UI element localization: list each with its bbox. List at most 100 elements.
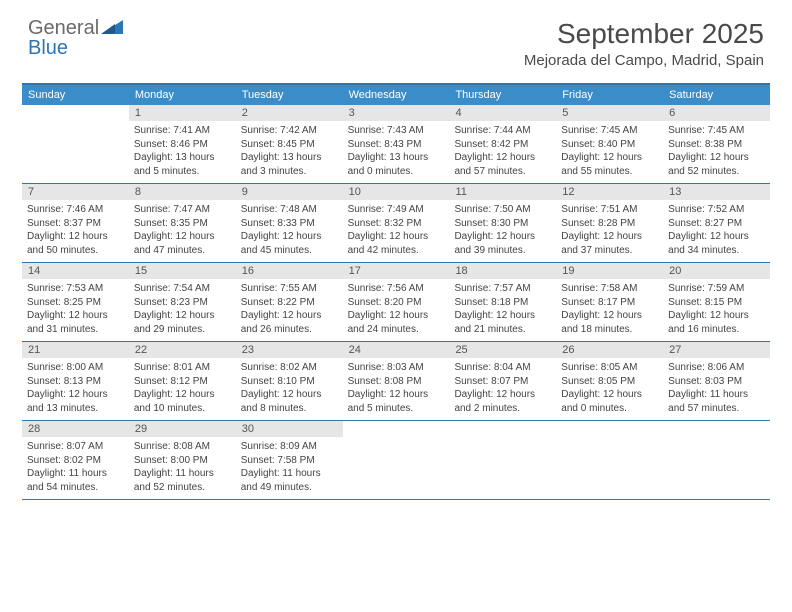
day-body: Sunrise: 7:45 AMSunset: 8:40 PMDaylight:… — [556, 121, 663, 182]
sunset-text: Sunset: 8:45 PM — [241, 138, 338, 152]
brand-logo: General Blue — [28, 18, 123, 58]
title-block: September 2025 Mejorada del Campo, Madri… — [524, 18, 764, 69]
brand-name-part1: General — [28, 17, 99, 39]
day-cell: 30Sunrise: 8:09 AMSunset: 7:58 PMDayligh… — [236, 421, 343, 499]
sunrise-text: Sunrise: 8:05 AM — [561, 361, 658, 375]
daylight-text: Daylight: 12 hours and 42 minutes. — [348, 230, 445, 257]
daylight-text: Daylight: 12 hours and 16 minutes. — [668, 309, 765, 336]
day-cell: 11Sunrise: 7:50 AMSunset: 8:30 PMDayligh… — [449, 184, 556, 262]
brand-name: General Blue — [28, 18, 123, 58]
day-cell — [449, 421, 556, 499]
daylight-text: Daylight: 12 hours and 0 minutes. — [561, 388, 658, 415]
daylight-text: Daylight: 12 hours and 5 minutes. — [348, 388, 445, 415]
day-number: 5 — [556, 105, 663, 121]
brand-name-part2: Blue — [28, 37, 68, 59]
day-body: Sunrise: 7:46 AMSunset: 8:37 PMDaylight:… — [22, 200, 129, 261]
daylight-text: Daylight: 12 hours and 34 minutes. — [668, 230, 765, 257]
sunrise-text: Sunrise: 7:44 AM — [454, 124, 551, 138]
day-number: 23 — [236, 342, 343, 358]
header: General Blue September 2025 Mejorada del… — [0, 0, 792, 75]
daylight-text: Daylight: 13 hours and 3 minutes. — [241, 151, 338, 178]
day-cell — [343, 421, 450, 499]
week-row: 28Sunrise: 8:07 AMSunset: 8:02 PMDayligh… — [22, 421, 770, 500]
day-body: Sunrise: 8:06 AMSunset: 8:03 PMDaylight:… — [663, 358, 770, 419]
day-number: 28 — [22, 421, 129, 437]
day-number: 27 — [663, 342, 770, 358]
day-cell: 26Sunrise: 8:05 AMSunset: 8:05 PMDayligh… — [556, 342, 663, 420]
sunrise-text: Sunrise: 8:09 AM — [241, 440, 338, 454]
day-number: 12 — [556, 184, 663, 200]
brand-triangle-icon — [101, 18, 123, 38]
week-row: 7Sunrise: 7:46 AMSunset: 8:37 PMDaylight… — [22, 184, 770, 263]
sunset-text: Sunset: 8:18 PM — [454, 296, 551, 310]
sunrise-text: Sunrise: 7:43 AM — [348, 124, 445, 138]
day-body: Sunrise: 7:48 AMSunset: 8:33 PMDaylight:… — [236, 200, 343, 261]
sunrise-text: Sunrise: 7:56 AM — [348, 282, 445, 296]
day-body: Sunrise: 7:52 AMSunset: 8:27 PMDaylight:… — [663, 200, 770, 261]
daylight-text: Daylight: 12 hours and 37 minutes. — [561, 230, 658, 257]
day-cell: 20Sunrise: 7:59 AMSunset: 8:15 PMDayligh… — [663, 263, 770, 341]
day-body: Sunrise: 7:47 AMSunset: 8:35 PMDaylight:… — [129, 200, 236, 261]
daylight-text: Daylight: 12 hours and 8 minutes. — [241, 388, 338, 415]
day-number: 10 — [343, 184, 450, 200]
daylight-text: Daylight: 12 hours and 24 minutes. — [348, 309, 445, 336]
day-body: Sunrise: 7:57 AMSunset: 8:18 PMDaylight:… — [449, 279, 556, 340]
day-body: Sunrise: 7:45 AMSunset: 8:38 PMDaylight:… — [663, 121, 770, 182]
day-cell: 21Sunrise: 8:00 AMSunset: 8:13 PMDayligh… — [22, 342, 129, 420]
day-number: 6 — [663, 105, 770, 121]
day-cell: 7Sunrise: 7:46 AMSunset: 8:37 PMDaylight… — [22, 184, 129, 262]
sunrise-text: Sunrise: 8:02 AM — [241, 361, 338, 375]
sunrise-text: Sunrise: 7:53 AM — [27, 282, 124, 296]
sunset-text: Sunset: 8:07 PM — [454, 375, 551, 389]
sunset-text: Sunset: 8:40 PM — [561, 138, 658, 152]
day-number: 25 — [449, 342, 556, 358]
day-body: Sunrise: 8:00 AMSunset: 8:13 PMDaylight:… — [22, 358, 129, 419]
sunset-text: Sunset: 8:02 PM — [27, 454, 124, 468]
day-body: Sunrise: 7:53 AMSunset: 8:25 PMDaylight:… — [22, 279, 129, 340]
sunrise-text: Sunrise: 7:41 AM — [134, 124, 231, 138]
daylight-text: Daylight: 12 hours and 45 minutes. — [241, 230, 338, 257]
sunrise-text: Sunrise: 8:06 AM — [668, 361, 765, 375]
day-number: 13 — [663, 184, 770, 200]
day-number: 19 — [556, 263, 663, 279]
day-body: Sunrise: 7:59 AMSunset: 8:15 PMDaylight:… — [663, 279, 770, 340]
day-body: Sunrise: 7:56 AMSunset: 8:20 PMDaylight:… — [343, 279, 450, 340]
sunrise-text: Sunrise: 7:52 AM — [668, 203, 765, 217]
day-number: 16 — [236, 263, 343, 279]
day-cell: 13Sunrise: 7:52 AMSunset: 8:27 PMDayligh… — [663, 184, 770, 262]
sunset-text: Sunset: 8:28 PM — [561, 217, 658, 231]
sunset-text: Sunset: 8:42 PM — [454, 138, 551, 152]
weekday-header: Wednesday — [343, 85, 450, 105]
sunset-text: Sunset: 8:15 PM — [668, 296, 765, 310]
sunset-text: Sunset: 8:33 PM — [241, 217, 338, 231]
day-cell — [556, 421, 663, 499]
sunset-text: Sunset: 8:05 PM — [561, 375, 658, 389]
day-number: 26 — [556, 342, 663, 358]
daylight-text: Daylight: 12 hours and 10 minutes. — [134, 388, 231, 415]
day-number — [449, 421, 556, 425]
day-cell: 22Sunrise: 8:01 AMSunset: 8:12 PMDayligh… — [129, 342, 236, 420]
sunset-text: Sunset: 7:58 PM — [241, 454, 338, 468]
sunset-text: Sunset: 8:08 PM — [348, 375, 445, 389]
day-body: Sunrise: 8:05 AMSunset: 8:05 PMDaylight:… — [556, 358, 663, 419]
day-cell: 24Sunrise: 8:03 AMSunset: 8:08 PMDayligh… — [343, 342, 450, 420]
day-number: 20 — [663, 263, 770, 279]
day-number: 21 — [22, 342, 129, 358]
sunset-text: Sunset: 8:27 PM — [668, 217, 765, 231]
sunrise-text: Sunrise: 7:58 AM — [561, 282, 658, 296]
month-title: September 2025 — [524, 18, 764, 50]
daylight-text: Daylight: 12 hours and 55 minutes. — [561, 151, 658, 178]
daylight-text: Daylight: 12 hours and 2 minutes. — [454, 388, 551, 415]
daylight-text: Daylight: 12 hours and 31 minutes. — [27, 309, 124, 336]
day-number: 11 — [449, 184, 556, 200]
sunset-text: Sunset: 8:20 PM — [348, 296, 445, 310]
day-cell: 18Sunrise: 7:57 AMSunset: 8:18 PMDayligh… — [449, 263, 556, 341]
day-cell: 1Sunrise: 7:41 AMSunset: 8:46 PMDaylight… — [129, 105, 236, 183]
sunset-text: Sunset: 8:25 PM — [27, 296, 124, 310]
day-cell: 8Sunrise: 7:47 AMSunset: 8:35 PMDaylight… — [129, 184, 236, 262]
day-number — [556, 421, 663, 425]
daylight-text: Daylight: 11 hours and 49 minutes. — [241, 467, 338, 494]
day-body: Sunrise: 7:41 AMSunset: 8:46 PMDaylight:… — [129, 121, 236, 182]
daylight-text: Daylight: 11 hours and 57 minutes. — [668, 388, 765, 415]
day-body: Sunrise: 8:07 AMSunset: 8:02 PMDaylight:… — [22, 437, 129, 498]
